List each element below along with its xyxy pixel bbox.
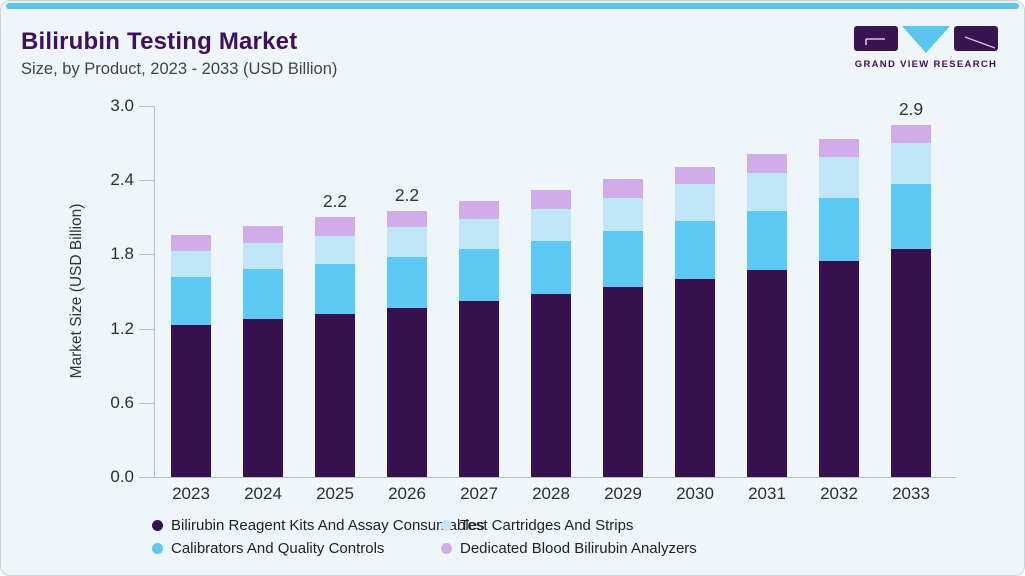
legend-item: Test Cartridges And Strips — [441, 517, 633, 534]
legend-label: Bilirubin Reagent Kits And Assay Consuma… — [171, 517, 485, 534]
bar-segment — [531, 209, 571, 241]
y-tick-mark — [139, 329, 154, 330]
legend-label: Test Cartridges And Strips — [460, 517, 634, 534]
y-tick-label: 3.0 — [110, 96, 134, 115]
y-tick-mark — [139, 254, 154, 255]
y-tick-label: 1.8 — [110, 244, 134, 264]
page-subtitle: Size, by Product, 2023 - 2033 (USD Billi… — [21, 60, 338, 78]
legend-label: Dedicated Blood Bilirubin Analyzers — [460, 540, 697, 557]
bar-segment — [315, 217, 355, 236]
y-tick-label: 0.6 — [110, 392, 134, 412]
bar-segment — [747, 211, 787, 270]
page-title: Bilirubin Testing Market — [21, 28, 298, 55]
bar-segment — [675, 221, 715, 279]
x-axis-label: 2033 — [892, 484, 930, 503]
bar-segment — [603, 231, 643, 287]
bar-segment — [171, 277, 211, 325]
logo-r-icon — [954, 26, 998, 51]
bar-segment — [171, 251, 211, 277]
y-axis-title: Market Size (USD Billion) — [68, 203, 85, 379]
legend-swatch-icon — [152, 520, 163, 531]
y-tick-mark — [139, 403, 154, 404]
legend-item: Bilirubin Reagent Kits And Assay Consuma… — [152, 517, 485, 534]
bar-segment — [819, 261, 859, 477]
x-axis-label: 2023 — [172, 484, 210, 503]
bar-segment — [531, 190, 571, 209]
bar-segment — [747, 154, 787, 173]
x-axis-label: 2027 — [460, 484, 498, 503]
legend-item: Dedicated Blood Bilirubin Analyzers — [441, 540, 697, 557]
bar-segment — [675, 167, 715, 184]
bar-segment — [459, 301, 499, 477]
grand-view-research-logo: GRAND VIEW RESEARCH — [854, 26, 998, 70]
bar-segment — [747, 270, 787, 477]
x-axis-label: 2024 — [244, 484, 282, 503]
y-tick-mark — [139, 180, 154, 181]
bar-segment — [387, 257, 427, 308]
logo-wordmark: GRAND VIEW RESEARCH — [854, 59, 998, 70]
bar-segment — [819, 157, 859, 198]
bar-segment — [891, 249, 931, 477]
x-axis-label: 2025 — [316, 484, 354, 503]
legend-swatch-icon — [441, 543, 452, 554]
x-axis-label: 2028 — [532, 484, 570, 503]
bar-segment — [387, 308, 427, 477]
x-axis-label: 2026 — [388, 484, 426, 503]
bar-segment — [243, 226, 283, 243]
legend-swatch-icon — [152, 543, 163, 554]
bar-segment — [243, 319, 283, 477]
y-tick-label: 2.4 — [110, 170, 134, 190]
bar-segment — [315, 264, 355, 314]
bar-segment — [315, 236, 355, 264]
bar-segment — [243, 243, 283, 269]
legend-label: Calibrators And Quality Controls — [171, 540, 385, 557]
bar-segment — [387, 211, 427, 227]
legend-item: Calibrators And Quality Controls — [152, 540, 384, 557]
bar-segment — [171, 325, 211, 477]
bar-total-label: 2.2 — [322, 191, 348, 211]
x-axis-label: 2029 — [604, 484, 642, 503]
bar-segment — [819, 198, 859, 261]
bar-segment — [387, 227, 427, 257]
bar-segment — [819, 139, 859, 157]
bar-segment — [603, 179, 643, 198]
logo-triangle-icon — [902, 26, 950, 53]
y-axis-line — [154, 106, 155, 478]
x-axis-label: 2030 — [676, 484, 714, 503]
bar-segment — [459, 249, 499, 301]
bar-segment — [603, 198, 643, 231]
top-accent-bar — [6, 3, 1019, 9]
bar-segment — [171, 235, 211, 251]
x-axis-label: 2032 — [820, 484, 858, 503]
bar-segment — [891, 143, 931, 184]
bar-segment — [459, 219, 499, 249]
bar-segment — [315, 314, 355, 477]
bar-segment — [675, 279, 715, 477]
y-tick-label: 1.2 — [110, 318, 134, 338]
bar-segment — [531, 294, 571, 477]
bar-segment — [891, 125, 931, 143]
y-tick-mark — [139, 477, 154, 478]
bar-segment — [747, 173, 787, 211]
x-axis-line — [154, 477, 956, 478]
bar-total-label: 2.2 — [394, 185, 420, 205]
bar-segment — [675, 184, 715, 221]
y-tick-label: 0.0 — [110, 467, 134, 486]
bar-segment — [531, 241, 571, 294]
logo-marks — [854, 26, 998, 54]
bar-segment — [459, 201, 499, 219]
x-axis-label: 2031 — [748, 484, 786, 503]
bar-segment — [603, 287, 643, 477]
bar-total-label: 2.9 — [898, 99, 924, 119]
bar-segment — [243, 269, 283, 319]
logo-g-icon — [854, 26, 898, 51]
bar-segment — [891, 184, 931, 249]
y-tick-mark — [139, 106, 154, 107]
legend-swatch-icon — [441, 520, 452, 531]
